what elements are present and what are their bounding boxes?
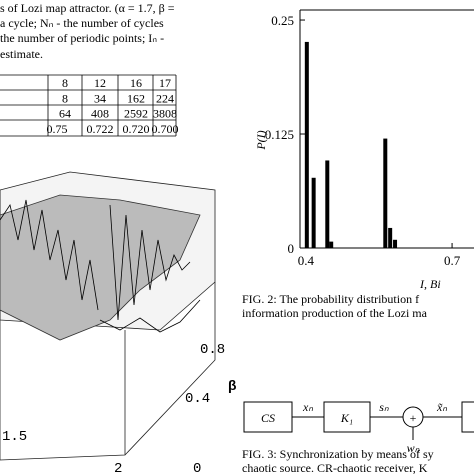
table-cell: 64 — [59, 107, 71, 121]
table-cell: 17 — [159, 76, 171, 90]
bar — [325, 160, 330, 248]
axis-label: 0.8 — [200, 342, 225, 358]
bar — [304, 41, 309, 248]
caption-line: s of Lozi map attractor. (α = 1.7, β = — [0, 1, 175, 15]
signal-label: x̃ₙ — [436, 400, 447, 414]
table-cell: 8 — [62, 76, 68, 90]
surface-plot — [0, 171, 216, 461]
table-cell: 16 — [130, 76, 142, 90]
signal-label: xₙ — [302, 400, 313, 414]
summer-sign: + — [410, 411, 417, 425]
table-cell: 162 — [127, 91, 145, 105]
block — [461, 401, 474, 433]
y-tick-label: 0.25 — [271, 13, 294, 28]
table-cell: 0.700 — [152, 122, 179, 136]
table-cell: 408 — [91, 107, 109, 121]
signal-label: wₙ — [407, 441, 420, 455]
x-tick-label: 0.7 — [444, 253, 461, 268]
y-axis-label: P(I) — [254, 130, 268, 150]
block-label: K₁ — [340, 411, 353, 425]
figure-caption: chaotic source. CR-chaotic receiver, K — [242, 461, 428, 474]
surface — [0, 194, 201, 341]
caption-line: the number of periodic points; Iₙ - — [0, 31, 164, 45]
table-cell: 2592 — [124, 107, 148, 121]
axis-label: 0 — [193, 461, 201, 474]
bar — [311, 177, 316, 248]
table-cell: 0.722 — [87, 122, 114, 136]
bar — [388, 227, 393, 248]
surface-ridge — [109, 204, 191, 321]
caption-line: a cycle; Nₙ - the number of cycles — [0, 16, 164, 30]
table-cell: 0.720 — [123, 122, 150, 136]
figure-caption: FIG. 3: Synchronization by means of sy — [242, 447, 434, 461]
caption-line: estimate. — [0, 47, 43, 61]
table-cell: 8 — [62, 91, 68, 105]
bar — [383, 138, 388, 248]
table-cell: 0.75 — [47, 122, 68, 136]
axis-label: β — [228, 379, 236, 395]
axis-label: 2 — [114, 461, 122, 474]
table-cell: 224 — [156, 91, 174, 105]
axis-label: 1.5 — [2, 429, 27, 445]
y-tick-label: 0.125 — [265, 127, 294, 142]
x-tick-label: 0.4 — [298, 253, 315, 268]
figure-caption: FIG. 2: The probability distribution f — [242, 292, 419, 306]
table-cell: 3808 — [153, 107, 177, 121]
signal-label: sₙ — [379, 400, 389, 414]
table-cell: 34 — [94, 91, 106, 105]
bar — [393, 239, 398, 248]
bar — [329, 241, 334, 248]
table-cell: 12 — [94, 76, 106, 90]
table-grid — [0, 74, 177, 137]
y-tick-label: 0 — [288, 241, 295, 256]
axis-label: 0.4 — [185, 391, 210, 407]
surface-ridge — [0, 199, 99, 311]
figure-caption: information production of the Lozi ma — [242, 306, 428, 320]
block-label: CS — [261, 411, 275, 425]
block-diagram — [243, 401, 474, 440]
x-axis-label: I, Bi — [419, 277, 441, 291]
surface-ridge — [99, 299, 201, 333]
